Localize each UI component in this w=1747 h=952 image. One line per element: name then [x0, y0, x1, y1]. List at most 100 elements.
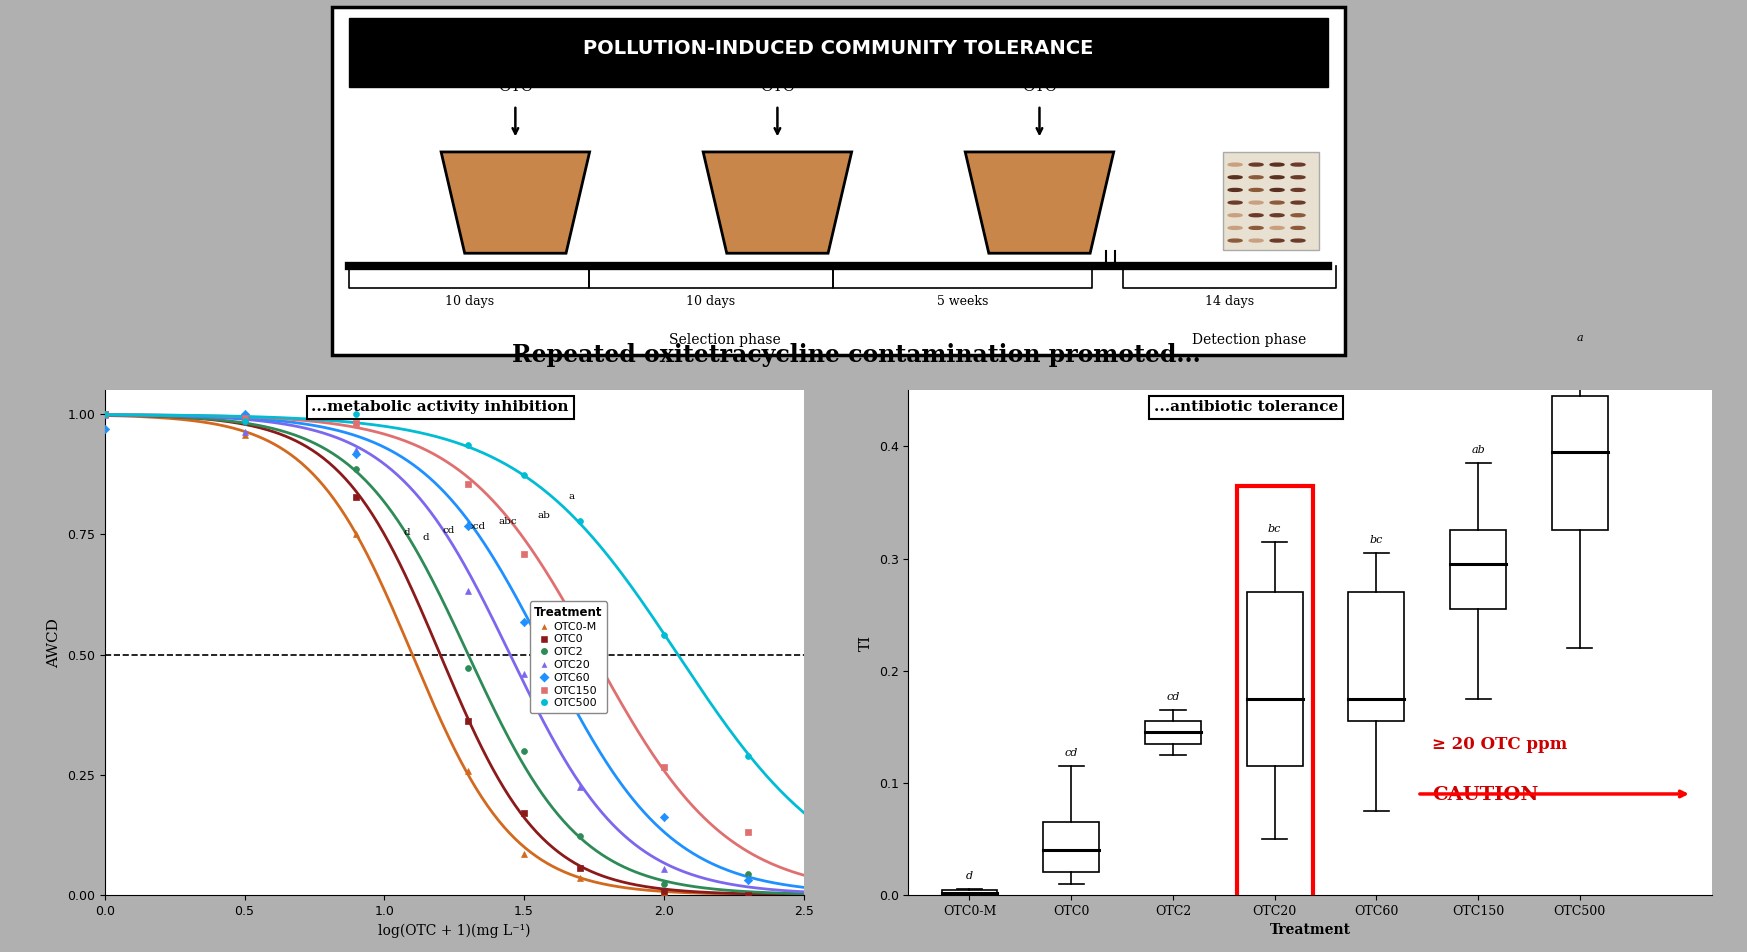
Text: a: a — [1576, 333, 1583, 344]
Bar — [1450, 530, 1506, 609]
Point — [91, 407, 119, 422]
Circle shape — [1228, 176, 1242, 179]
Point — [510, 467, 538, 483]
Point — [454, 713, 482, 728]
Point — [566, 828, 594, 843]
Text: Detection phase: Detection phase — [1191, 333, 1307, 347]
X-axis label: log(OTC + 1)(mg L⁻¹): log(OTC + 1)(mg L⁻¹) — [377, 923, 531, 938]
Point — [566, 780, 594, 795]
Point — [734, 870, 762, 885]
Point — [650, 627, 678, 643]
Point — [650, 883, 678, 899]
Point — [91, 407, 119, 422]
Point — [342, 489, 370, 505]
Bar — [1349, 592, 1405, 721]
Point — [342, 415, 370, 430]
Circle shape — [1270, 188, 1284, 191]
Point — [510, 846, 538, 862]
Circle shape — [1249, 239, 1263, 242]
Point — [566, 861, 594, 876]
Point — [91, 407, 119, 422]
Circle shape — [1228, 214, 1242, 217]
Text: a: a — [568, 492, 575, 501]
Text: Repeated oxitetracycline contamination promoted...: Repeated oxitetracycline contamination p… — [512, 343, 1200, 367]
Circle shape — [1270, 163, 1284, 166]
Circle shape — [1291, 188, 1305, 191]
Point — [510, 744, 538, 759]
Circle shape — [1249, 214, 1263, 217]
Point — [231, 425, 259, 440]
Circle shape — [1291, 163, 1305, 166]
Point — [454, 764, 482, 779]
Polygon shape — [440, 152, 589, 253]
Point — [734, 866, 762, 882]
Circle shape — [1228, 227, 1242, 229]
Point — [734, 872, 762, 887]
Point — [342, 407, 370, 422]
Point — [650, 862, 678, 877]
Circle shape — [1270, 239, 1284, 242]
Bar — [1223, 152, 1319, 249]
Text: bc: bc — [1370, 535, 1384, 545]
Text: POLLUTION-INDUCED COMMUNITY TOLERANCE: POLLUTION-INDUCED COMMUNITY TOLERANCE — [583, 39, 1094, 58]
Bar — [942, 890, 998, 895]
Point — [510, 805, 538, 821]
Circle shape — [1291, 214, 1305, 217]
Circle shape — [1228, 188, 1242, 191]
Bar — [1237, 486, 1312, 908]
Text: OTC: OTC — [1022, 80, 1057, 94]
Point — [734, 887, 762, 902]
Point — [342, 446, 370, 462]
Point — [454, 519, 482, 534]
Text: d: d — [404, 527, 411, 537]
Text: ab: ab — [1471, 446, 1485, 455]
Polygon shape — [702, 152, 853, 253]
Circle shape — [1291, 239, 1305, 242]
Text: CAUTION: CAUTION — [1433, 785, 1539, 803]
Point — [231, 427, 259, 443]
Text: abc: abc — [498, 517, 517, 526]
Point — [510, 666, 538, 682]
Point — [91, 422, 119, 437]
Point — [231, 414, 259, 429]
Point — [650, 877, 678, 892]
Point — [566, 870, 594, 885]
Text: cd: cd — [1167, 692, 1179, 702]
Text: 10 days: 10 days — [444, 295, 494, 307]
Circle shape — [1270, 176, 1284, 179]
Point — [650, 883, 678, 899]
Text: bcd: bcd — [466, 522, 486, 530]
Text: cd: cd — [442, 526, 454, 535]
Polygon shape — [964, 152, 1113, 253]
Text: 5 weeks: 5 weeks — [936, 295, 989, 307]
Text: ab: ab — [538, 511, 550, 520]
Point — [342, 462, 370, 477]
Legend: OTC0-M, OTC0, OTC2, OTC20, OTC60, OTC150, OTC500: OTC0-M, OTC0, OTC2, OTC20, OTC60, OTC150… — [529, 602, 606, 713]
Circle shape — [1270, 227, 1284, 229]
X-axis label: Treatment: Treatment — [1270, 923, 1350, 937]
Circle shape — [1249, 227, 1263, 229]
Circle shape — [1249, 163, 1263, 166]
Point — [454, 660, 482, 675]
Bar — [332, 8, 1345, 354]
Point — [454, 476, 482, 491]
Bar — [1247, 592, 1303, 766]
Circle shape — [1249, 201, 1263, 204]
Circle shape — [1249, 188, 1263, 191]
Point — [342, 526, 370, 542]
Text: 14 days: 14 days — [1205, 295, 1254, 307]
Circle shape — [1291, 227, 1305, 229]
Point — [91, 407, 119, 422]
Circle shape — [1228, 201, 1242, 204]
Point — [510, 546, 538, 562]
Y-axis label: TI: TI — [860, 635, 874, 650]
Point — [734, 748, 762, 764]
Text: OTC: OTC — [760, 80, 795, 94]
Point — [231, 411, 259, 426]
Circle shape — [1270, 201, 1284, 204]
Bar — [1551, 396, 1607, 530]
Point — [231, 413, 259, 428]
Point — [342, 443, 370, 458]
Circle shape — [1228, 239, 1242, 242]
Text: cd: cd — [1064, 748, 1078, 758]
